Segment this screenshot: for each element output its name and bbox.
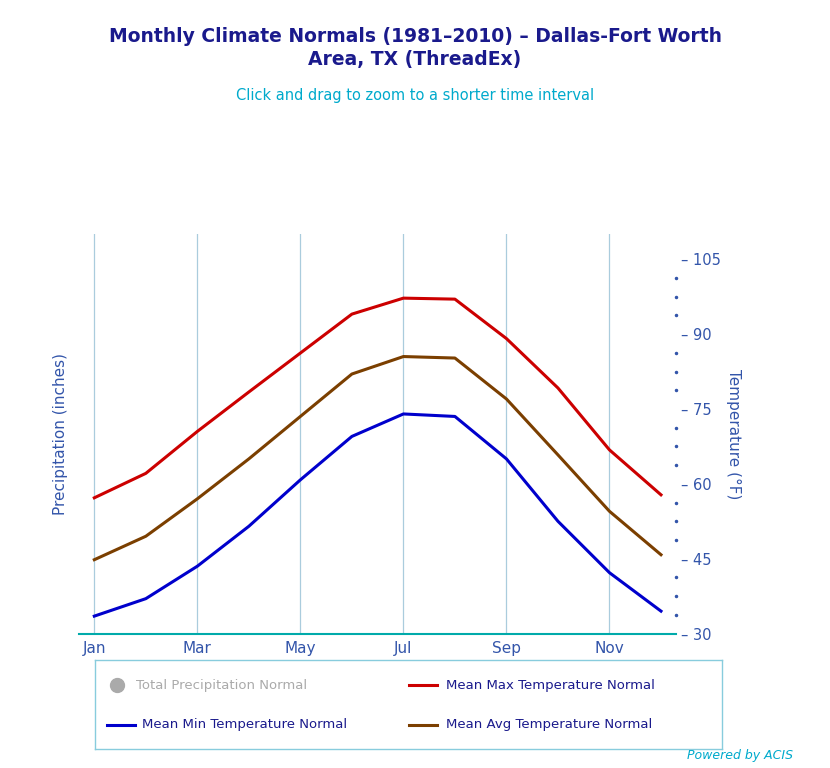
- Text: Mean Max Temperature Normal: Mean Max Temperature Normal: [447, 679, 655, 692]
- Text: Mean Avg Temperature Normal: Mean Avg Temperature Normal: [447, 718, 652, 731]
- Text: Powered by ACIS: Powered by ACIS: [686, 749, 793, 762]
- Y-axis label: Precipitation (inches): Precipitation (inches): [53, 353, 68, 515]
- Y-axis label: Temperature (°F): Temperature (°F): [726, 369, 741, 499]
- Text: Total Precipitation Normal: Total Precipitation Normal: [136, 679, 307, 692]
- Text: Mean Min Temperature Normal: Mean Min Temperature Normal: [143, 718, 348, 731]
- Text: Area, TX (ThreadEx): Area, TX (ThreadEx): [309, 50, 521, 69]
- Text: Monthly Climate Normals (1981–2010) – Dallas-Fort Worth: Monthly Climate Normals (1981–2010) – Da…: [109, 27, 721, 46]
- Text: Click and drag to zoom to a shorter time interval: Click and drag to zoom to a shorter time…: [236, 88, 594, 104]
